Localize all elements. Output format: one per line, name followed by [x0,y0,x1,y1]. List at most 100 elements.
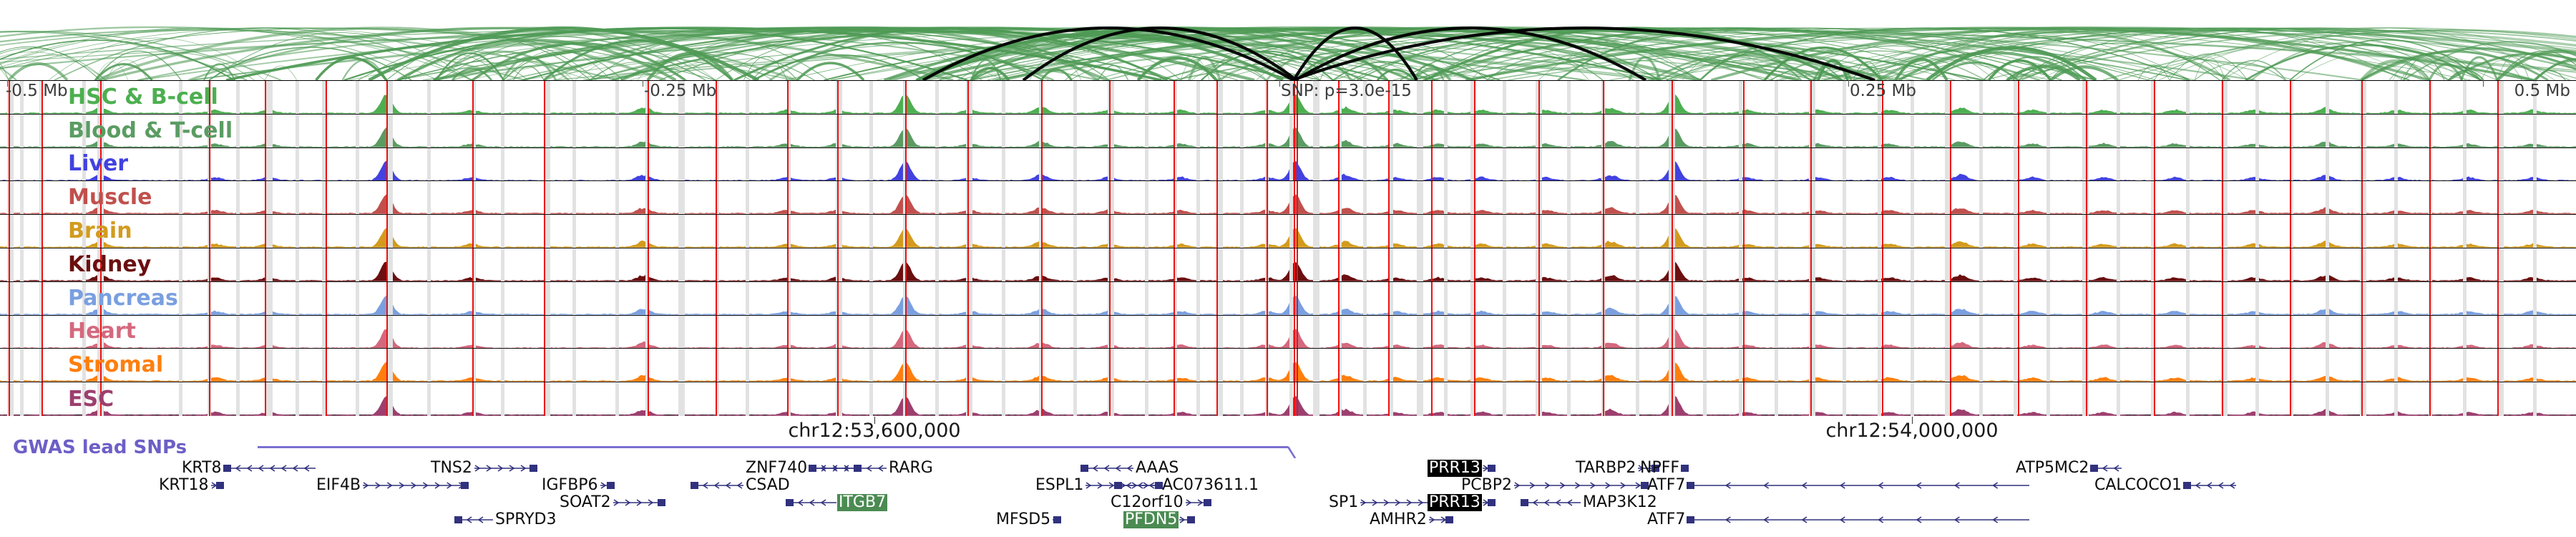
snp-marker[interactable] [1950,181,1952,215]
snp-marker[interactable] [2429,81,2431,114]
snp-marker[interactable] [1294,315,1296,349]
snp-marker[interactable] [648,382,650,416]
snp-marker[interactable] [2361,382,2363,416]
snp-marker[interactable] [265,248,267,281]
snp-marker[interactable] [326,81,328,114]
snp-marker[interactable] [1388,215,1390,248]
snp-marker[interactable] [1267,248,1269,281]
snp-marker[interactable] [42,248,44,281]
snp-marker[interactable] [2086,248,2088,281]
snp-marker[interactable] [386,147,389,181]
snp-marker[interactable] [42,114,44,147]
snp-marker[interactable] [472,215,474,248]
snp-marker[interactable] [2361,147,2363,181]
snp-marker[interactable] [2154,281,2156,315]
snp-marker[interactable] [472,349,474,382]
snp-marker[interactable] [2086,281,2088,315]
snp-marker[interactable] [1297,349,1299,382]
snp-marker[interactable] [1810,147,1813,181]
snp-marker[interactable] [1294,349,1296,382]
snp-marker[interactable] [100,81,102,114]
snp-marker[interactable] [386,248,389,281]
snp-marker[interactable] [2290,315,2292,349]
snp-marker[interactable] [2018,248,2020,281]
snp-marker[interactable] [905,248,907,281]
snp-marker[interactable] [2154,349,2156,382]
snp-marker[interactable] [544,248,546,281]
snp-marker[interactable] [837,315,839,349]
snp-marker[interactable] [716,147,718,181]
snp-marker[interactable] [648,349,650,382]
snp-marker[interactable] [1431,382,1433,416]
snp-marker[interactable] [326,215,328,248]
snp-marker[interactable] [1294,181,1296,215]
snp-marker[interactable] [2018,215,2020,248]
snp-marker[interactable] [9,281,11,315]
snp-marker[interactable] [2222,114,2224,147]
snp-marker[interactable] [2361,81,2363,114]
snp-marker[interactable] [1041,281,1043,315]
snp-marker[interactable] [209,349,211,382]
snp-marker[interactable] [2222,315,2224,349]
snp-marker[interactable] [1216,315,1219,349]
gene-map3k12[interactable]: MAP3K12 [1521,494,1659,511]
snp-marker[interactable] [9,215,11,248]
snp-marker[interactable] [716,114,718,147]
snp-marker[interactable] [1174,349,1176,382]
snp-marker[interactable] [837,215,839,248]
snp-marker[interactable] [2429,382,2431,416]
gene-pcbp2[interactable]: PCBP2 [1460,477,1649,494]
snp-marker[interactable] [1297,215,1299,248]
snp-marker[interactable] [265,382,267,416]
snp-marker[interactable] [1950,382,1952,416]
snp-marker[interactable] [544,147,546,181]
snp-marker[interactable] [209,181,211,215]
snp-marker[interactable] [2361,349,2363,382]
snp-marker[interactable] [265,114,267,147]
snp-marker[interactable] [2086,181,2088,215]
snp-marker[interactable] [2290,382,2292,416]
snp-marker[interactable] [1174,315,1176,349]
snp-marker[interactable] [1216,147,1219,181]
snp-marker[interactable] [2154,114,2156,147]
gene-krt8[interactable]: KRT8 [180,460,316,477]
snp-marker[interactable] [1294,248,1296,281]
snp-marker[interactable] [544,315,546,349]
snp-marker[interactable] [967,215,970,248]
snp-marker[interactable] [42,349,44,382]
snp-marker[interactable] [2429,349,2431,382]
snp-marker[interactable] [905,114,907,147]
snp-marker[interactable] [2086,147,2088,181]
snp-marker[interactable] [2361,181,2363,215]
snp-marker[interactable] [1297,181,1299,215]
snp-marker[interactable] [1297,315,1299,349]
snp-marker[interactable] [1216,81,1219,114]
snp-marker[interactable] [265,147,267,181]
snp-marker[interactable] [1474,147,1476,181]
snp-marker[interactable] [1672,315,1674,349]
snp-marker[interactable] [1810,248,1813,281]
gene-itgb7[interactable]: ITGB7 [786,494,888,511]
snp-marker[interactable] [1294,114,1296,147]
snp-marker[interactable] [1216,349,1219,382]
snp-marker[interactable] [837,349,839,382]
gene-spryd3[interactable]: SPRYD3 [454,511,558,528]
snp-marker[interactable] [1431,147,1433,181]
snp-marker[interactable] [1474,215,1476,248]
snp-marker[interactable] [1388,315,1390,349]
snp-marker[interactable] [787,147,789,181]
snp-marker[interactable] [1474,81,1476,114]
snp-marker[interactable] [1810,315,1813,349]
snp-marker[interactable] [787,315,789,349]
gene-amhr2[interactable]: AMHR2 [1368,511,1454,528]
snp-marker[interactable] [326,382,328,416]
snp-marker[interactable] [1431,81,1433,114]
snp-marker[interactable] [787,248,789,281]
snp-marker[interactable] [2497,349,2499,382]
snp-marker[interactable] [787,215,789,248]
snp-marker[interactable] [42,281,44,315]
snp-marker[interactable] [1810,114,1813,147]
snp-marker[interactable] [2222,181,2224,215]
snp-marker[interactable] [1297,114,1299,147]
snp-marker[interactable] [1538,382,1541,416]
